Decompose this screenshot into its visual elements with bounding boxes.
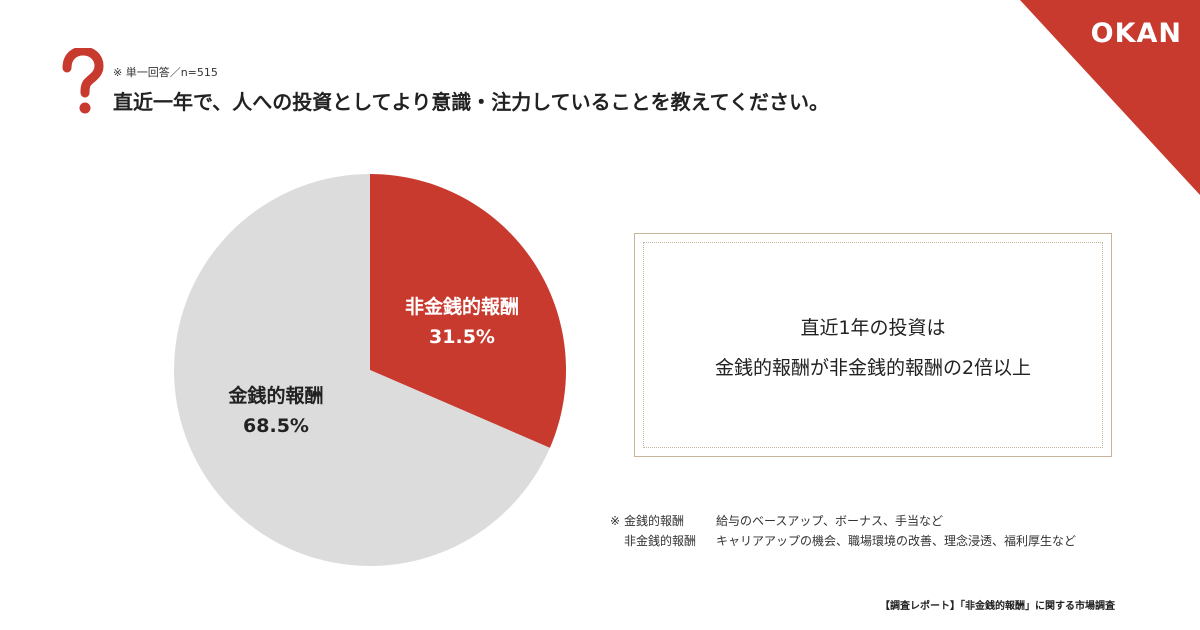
- corner-banner: [1020, 0, 1200, 195]
- slice-value-non-monetary: 31.5%: [429, 326, 495, 348]
- slice-name-monetary: 金銭的報酬: [228, 385, 324, 407]
- note-desc: キャリアアップの機会、職場環境の改善、理念浸透、福利厚生など: [716, 534, 1077, 548]
- report-footer: 【調査レポート】「非金銭的報酬」に関する市場調査: [880, 601, 1115, 612]
- question-mark-icon: [62, 48, 104, 114]
- definition-row: 非金銭的報酬 キャリアアップの機会、職場環境の改善、理念浸透、福利厚生など: [610, 531, 1076, 551]
- pie-slice-non-monetary: [370, 174, 566, 448]
- question-title: 直近一年で、人への投資としてより意識・注力していることを教えてください。: [113, 90, 829, 114]
- callout-line-2: 金銭的報酬が非金銭的報酬の2倍以上: [714, 357, 1032, 379]
- definition-row: ※ 金銭的報酬 給与のベースアップ、ボーナス、手当など: [610, 511, 1076, 531]
- slice-label-non-monetary: 非金銭的報酬 31.5%: [382, 292, 542, 352]
- callout-box: 直近1年の投資は 金銭的報酬が非金銭的報酬の2倍以上: [634, 233, 1112, 457]
- slice-value-monetary: 68.5%: [243, 415, 309, 437]
- callout-line-1: 直近1年の投資は: [800, 317, 946, 339]
- note-term: 金銭的報酬: [624, 514, 685, 528]
- slice-name-non-monetary: 非金銭的報酬: [404, 296, 519, 318]
- callout-text: 直近1年の投資は 金銭的報酬が非金銭的報酬の2倍以上: [635, 308, 1111, 388]
- pie-slice-monetary: [173, 174, 550, 566]
- okan-logo: OKAN: [1090, 18, 1182, 49]
- note-desc: 給与のベースアップ、ボーナス、手当など: [716, 514, 944, 528]
- definition-notes: ※ 金銭的報酬 給与のベースアップ、ボーナス、手当など 非金銭的報酬 キャリアア…: [610, 511, 1076, 551]
- note-term: 非金銭的報酬: [624, 534, 697, 548]
- sample-note: ※ 単一回答／n=515: [113, 66, 218, 79]
- slice-label-monetary: 金銭的報酬 68.5%: [196, 381, 356, 441]
- note-mark: ※: [610, 514, 621, 528]
- note-mark: [610, 531, 624, 551]
- callout-inner-border: [643, 242, 1103, 448]
